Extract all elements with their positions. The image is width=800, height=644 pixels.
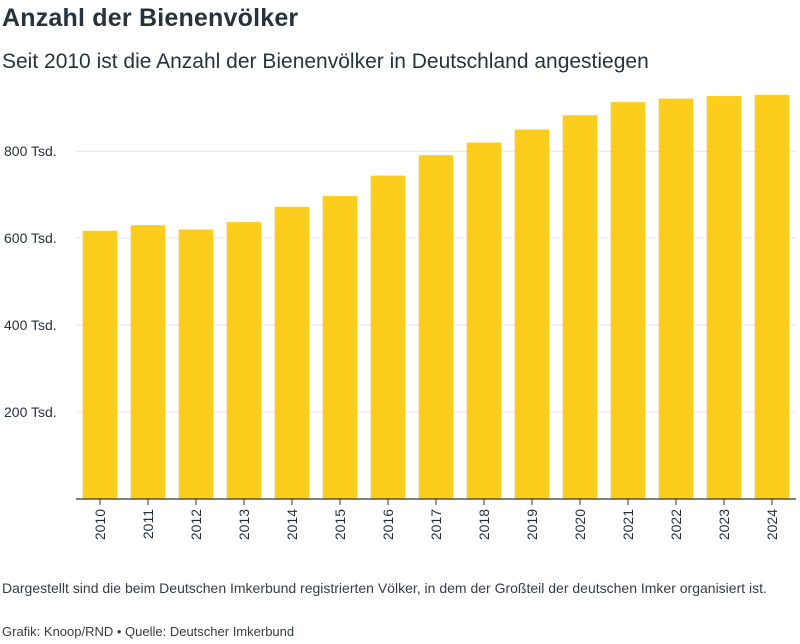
bar-chart: 200 Tsd. 400 Tsd. 600 Tsd. 800 Tsd. 2010 2011… [4, 94, 796, 540]
bar-2017 [418, 155, 454, 500]
x-tick-label: 2018 [476, 509, 492, 540]
chart-title: Anzahl der Bienenvölker [2, 4, 299, 32]
x-tick-label: 2010 [92, 509, 108, 540]
x-tick-label: 2024 [764, 509, 780, 540]
x-tick-label: 2013 [236, 509, 252, 540]
bar-2014 [274, 206, 310, 500]
x-tick-label: 2017 [428, 509, 444, 540]
bar-2018 [466, 142, 502, 499]
bar-2020 [562, 115, 598, 499]
y-tick-label: 200 Tsd. [4, 404, 57, 420]
bar-2022 [658, 98, 694, 499]
x-tick-label: 2020 [572, 509, 588, 540]
x-tick-label: 2014 [284, 509, 300, 540]
chart-credit: Grafik: Knoop/RND • Quelle: Deutscher Im… [2, 624, 295, 639]
x-tick-label: 2016 [380, 509, 396, 540]
bar-2011 [130, 225, 166, 499]
x-tick-label: 2011 [140, 509, 156, 539]
y-tick-label: 400 Tsd. [4, 317, 57, 333]
x-tick-label: 2012 [188, 509, 204, 540]
chart-subtitle: Seit 2010 ist die Anzahl der Bienenvölke… [2, 50, 649, 73]
bar-2024 [754, 94, 790, 499]
chart-note: Dargestellt sind die beim Deutschen Imke… [2, 580, 767, 596]
bar-2021 [610, 102, 646, 499]
x-tick-label: 2021 [620, 509, 636, 540]
bar-2015 [322, 196, 358, 499]
y-tick-label: 600 Tsd. [4, 230, 57, 246]
bar-2010 [82, 230, 118, 499]
x-tick-label: 2019 [524, 509, 540, 540]
bar-2019 [514, 129, 550, 499]
x-tick-label: 2022 [668, 509, 684, 540]
x-tick-label: 2015 [332, 509, 348, 540]
bar-2016 [370, 175, 406, 499]
bar-2023 [706, 96, 742, 500]
bar-2012 [178, 229, 214, 499]
bar-2013 [226, 222, 262, 499]
y-tick-label: 800 Tsd. [4, 143, 57, 159]
x-tick-label: 2023 [716, 509, 732, 540]
